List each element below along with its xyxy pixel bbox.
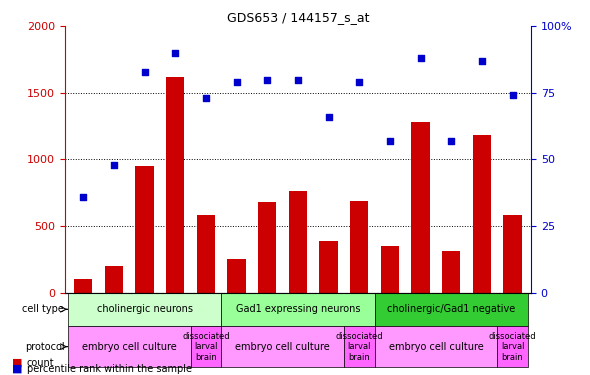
Point (385, 138, 395, 144)
FancyBboxPatch shape (191, 326, 221, 368)
FancyBboxPatch shape (375, 326, 497, 368)
Bar (166, 77, 185, 292)
Text: dissociated
larval
brain: dissociated larval brain (489, 332, 536, 362)
Text: cholinergic neurons: cholinergic neurons (97, 304, 192, 314)
Bar (319, 241, 338, 292)
Text: count: count (27, 358, 54, 368)
FancyBboxPatch shape (68, 326, 191, 368)
Point (324, 114, 333, 120)
Bar (442, 251, 460, 292)
FancyBboxPatch shape (344, 326, 375, 368)
Point (109, 162, 119, 168)
Point (263, 76, 272, 82)
Point (447, 138, 456, 144)
Point (508, 93, 517, 99)
Bar (289, 191, 307, 292)
Title: GDS653 / 144157_s_at: GDS653 / 144157_s_at (227, 11, 369, 24)
Text: ■: ■ (12, 364, 22, 374)
Bar (473, 135, 491, 292)
Bar (227, 259, 246, 292)
Bar (350, 201, 369, 292)
Text: cholinergic/Gad1 negative: cholinergic/Gad1 negative (387, 304, 516, 314)
Bar (136, 166, 154, 292)
Point (293, 76, 303, 82)
FancyBboxPatch shape (375, 292, 528, 326)
Text: dissociated
larval
brain: dissociated larval brain (336, 332, 383, 362)
Point (78, 194, 88, 200)
Text: percentile rank within the sample: percentile rank within the sample (27, 364, 192, 374)
Text: embryo cell culture: embryo cell culture (389, 342, 483, 352)
Point (416, 55, 425, 61)
Text: Gad1 expressing neurons: Gad1 expressing neurons (235, 304, 360, 314)
Bar (411, 122, 430, 292)
Point (477, 58, 487, 64)
Text: cell type: cell type (22, 304, 64, 314)
Text: embryo cell culture: embryo cell culture (82, 342, 176, 352)
Point (171, 50, 180, 56)
Text: protocol: protocol (25, 342, 64, 352)
FancyBboxPatch shape (68, 292, 221, 326)
Bar (196, 215, 215, 292)
Bar (503, 215, 522, 292)
Bar (381, 246, 399, 292)
Point (201, 95, 211, 101)
FancyBboxPatch shape (221, 292, 375, 326)
Point (140, 69, 149, 75)
Bar (74, 279, 93, 292)
Text: dissociated
larval
brain: dissociated larval brain (182, 332, 230, 362)
FancyBboxPatch shape (221, 326, 344, 368)
Point (355, 79, 364, 85)
Text: embryo cell culture: embryo cell culture (235, 342, 330, 352)
Bar (105, 266, 123, 292)
FancyBboxPatch shape (497, 326, 528, 368)
Bar (258, 202, 277, 292)
Point (232, 79, 241, 85)
Text: ■: ■ (12, 358, 22, 368)
